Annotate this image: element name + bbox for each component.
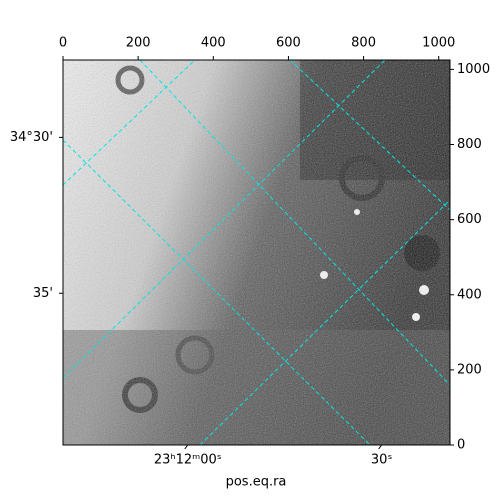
x-tick-label: 1000 [422, 36, 455, 51]
y-tick-label: 0 [457, 438, 465, 453]
ra-tick [378, 444, 383, 450]
dec-tick-label: 35' [33, 286, 53, 301]
x-tick-label: 0 [59, 36, 67, 51]
x-tick-label: 200 [126, 36, 151, 51]
dec-tick-label: 34°30' [10, 130, 53, 145]
y-tick-label: 800 [457, 137, 482, 152]
ra-tick-label: 23ʰ12ᵐ00ˢ [154, 453, 222, 468]
grid-line [139, 60, 450, 386]
sky-image [63, 60, 450, 445]
ra-tick [184, 444, 189, 450]
grid-line [63, 60, 386, 379]
x-tick-label: 800 [351, 36, 376, 51]
grid-line [289, 60, 450, 211]
plot-frame [62, 59, 451, 446]
y-tick-label: 600 [457, 212, 482, 227]
x-label: pos.eq.ra [226, 475, 287, 490]
y-tick-label: 1000 [457, 62, 490, 77]
y-tick-label: 400 [457, 287, 482, 302]
x-tick-label: 400 [201, 36, 226, 51]
grid-line [63, 139, 371, 445]
y-tick-label: 200 [457, 362, 482, 377]
x-tick-label: 600 [276, 36, 301, 51]
grid-line [199, 199, 450, 445]
grid-line [63, 60, 196, 186]
ra-tick-label: 30ˢ [371, 453, 393, 468]
